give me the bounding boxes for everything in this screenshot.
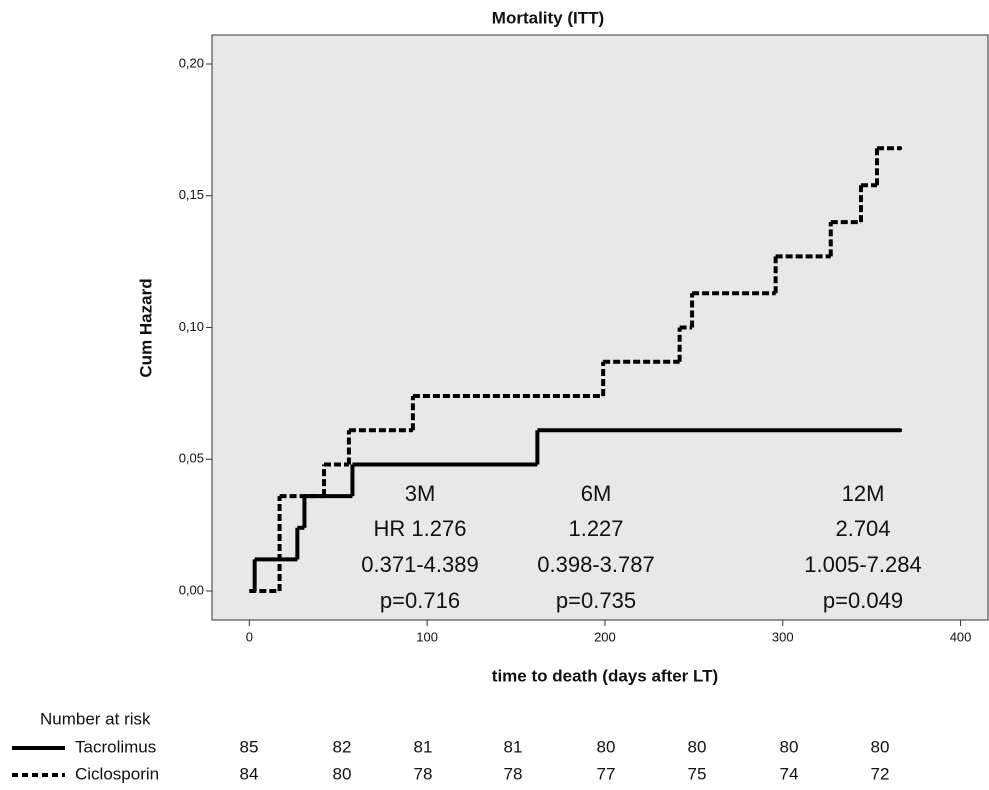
- annotation: 12M: [842, 481, 885, 506]
- y-axis-label: Cum Hazard: [136, 278, 155, 377]
- risk-count: 81: [414, 737, 433, 756]
- risk-count: 77: [597, 764, 616, 783]
- risk-count: 84: [240, 764, 259, 783]
- censor-point: [898, 428, 903, 433]
- x-tick-label: 0: [246, 629, 253, 644]
- risk-count: 74: [780, 764, 799, 783]
- annotation: 0.398-3.787: [537, 552, 654, 577]
- risk-count: 80: [780, 737, 799, 756]
- y-tick-label: 0,15: [179, 187, 204, 202]
- y-tick-label: 0,20: [179, 55, 204, 70]
- annotation: 1.227: [568, 516, 623, 541]
- x-tick-label: 100: [416, 629, 438, 644]
- risk-count: 82: [333, 737, 352, 756]
- risk-count: 78: [414, 764, 433, 783]
- risk-count: 75: [688, 764, 707, 783]
- risk-count: 72: [871, 764, 890, 783]
- annotation: 3M: [405, 481, 436, 506]
- annotation: 1.005-7.284: [804, 552, 921, 577]
- annotation: p=0.049: [823, 588, 903, 613]
- x-tick-label: 300: [772, 629, 794, 644]
- annotation: 6M: [581, 481, 612, 506]
- series-line: [249, 146, 903, 594]
- risk-count: 81: [504, 737, 523, 756]
- legend-label: Ciclosporin: [75, 764, 159, 783]
- risk-count: 80: [688, 737, 707, 756]
- risk-count: 85: [240, 737, 259, 756]
- legend-label: Tacrolimus: [75, 737, 156, 756]
- y-tick-label: 0,00: [179, 582, 204, 597]
- risk-count: 78: [504, 764, 523, 783]
- annotation: 2.704: [835, 516, 890, 541]
- x-tick-label: 200: [594, 629, 616, 644]
- risk-count: 80: [871, 737, 890, 756]
- annotation: p=0.716: [380, 588, 460, 613]
- risk-count: 80: [597, 737, 616, 756]
- x-tick-label: 400: [950, 629, 972, 644]
- risk-table-title: Number at risk: [40, 709, 151, 728]
- annotation: 0.371-4.389: [361, 552, 478, 577]
- censor-point: [898, 146, 903, 151]
- y-tick-label: 0,05: [179, 451, 204, 466]
- x-axis-label: time to death (days after LT): [492, 666, 718, 685]
- series-line: [249, 428, 903, 594]
- annotation: HR 1.276: [374, 516, 467, 541]
- y-tick-label: 0,10: [179, 319, 204, 334]
- annotation: p=0.735: [556, 588, 636, 613]
- plot-area: [211, 34, 989, 621]
- risk-count: 80: [333, 764, 352, 783]
- chart-title: Mortality (ITT): [492, 8, 604, 27]
